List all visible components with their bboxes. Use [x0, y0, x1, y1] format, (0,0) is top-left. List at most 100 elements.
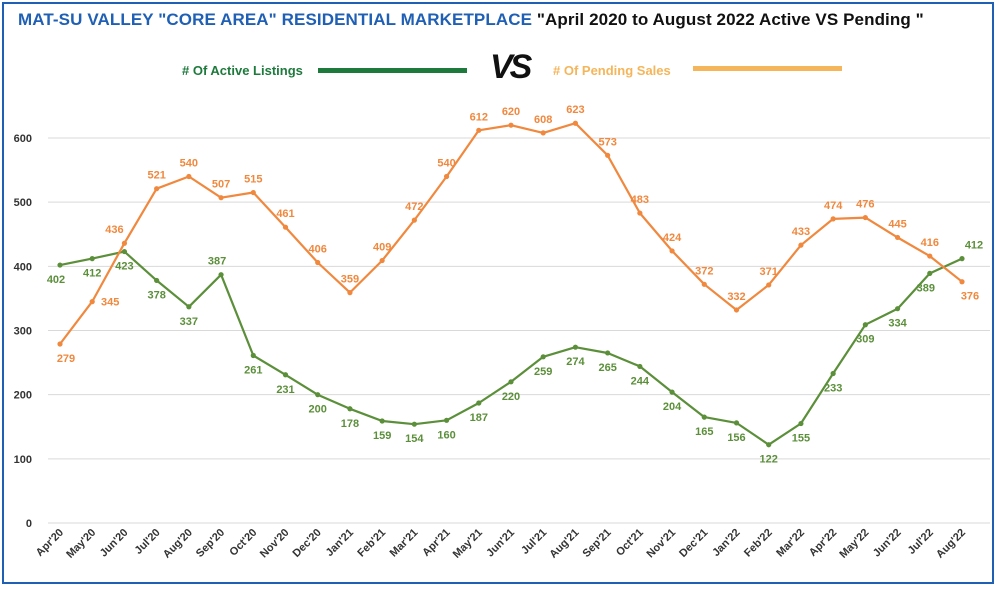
- x-tick-label: Apr'22: [807, 527, 839, 559]
- pending-data-label: 345: [101, 297, 119, 309]
- active-point: [89, 256, 95, 262]
- x-tick-label: Nov'21: [645, 527, 679, 561]
- pending-point: [798, 242, 804, 248]
- pending-point: [443, 173, 450, 180]
- active-point: [637, 363, 643, 370]
- x-tick-label: Jul'22: [906, 527, 936, 557]
- active-data-label: 387: [208, 256, 226, 268]
- y-tick-label: 500: [14, 197, 32, 209]
- active-data-label: 412: [83, 268, 101, 280]
- x-tick-label: Mar'21: [388, 527, 421, 560]
- pending-data-label: 436: [105, 224, 123, 236]
- active-data-label: 233: [824, 382, 842, 394]
- pending-data-label: 371: [760, 266, 778, 278]
- chart-title-main: MAT-SU VALLEY "CORE AREA" RESIDENTIAL MA…: [18, 10, 533, 29]
- active-point: [733, 420, 740, 426]
- active-data-label: 309: [856, 334, 874, 346]
- pending-data-label: 540: [437, 158, 455, 170]
- active-data-label: 200: [309, 404, 327, 416]
- active-data-label: 334: [888, 318, 907, 330]
- pending-data-label: 573: [598, 136, 616, 148]
- active-point: [121, 248, 128, 255]
- x-tick-label: Apr'20: [34, 527, 66, 559]
- x-tick-label: May'20: [64, 527, 98, 561]
- x-tick-label: Feb'22: [742, 527, 775, 560]
- active-point: [218, 272, 224, 278]
- pending-point: [57, 341, 63, 347]
- pending-data-label: 416: [921, 237, 939, 249]
- pending-point: [637, 210, 643, 216]
- vs-logo: VS: [490, 48, 532, 86]
- active-data-label: 402: [47, 274, 65, 286]
- y-tick-label: 100: [14, 454, 32, 466]
- pending-data-label: 483: [631, 194, 649, 206]
- x-tick-label: Jun'21: [484, 527, 517, 560]
- pending-data-label: 476: [856, 199, 874, 211]
- x-tick-label: Jun'22: [871, 527, 904, 560]
- pending-data-label: 612: [470, 111, 488, 123]
- active-data-label: 204: [663, 401, 682, 413]
- pending-data-label: 472: [405, 201, 423, 213]
- x-tick-label: Dec'21: [677, 527, 710, 560]
- active-point: [540, 354, 546, 360]
- x-tick-label: Sep'21: [581, 527, 614, 560]
- pending-data-label: 406: [309, 243, 327, 255]
- active-data-label: 274: [566, 356, 585, 368]
- pending-point: [89, 299, 95, 305]
- active-data-label: 337: [180, 316, 198, 328]
- legend-active-swatch: [318, 68, 467, 73]
- x-tick-label: Jul'20: [133, 527, 163, 557]
- pending-point: [282, 224, 289, 230]
- active-data-label: 155: [792, 433, 810, 445]
- chart-title-range: "April 2020 to August 2022 Active VS Pen…: [536, 10, 924, 29]
- pending-point: [218, 195, 224, 201]
- pending-data-label: 540: [180, 158, 198, 170]
- active-point: [250, 352, 256, 359]
- active-data-label: 154: [405, 433, 424, 445]
- pending-data-label: 474: [824, 200, 843, 212]
- pending-point: [379, 257, 385, 264]
- x-tick-label: Oct'21: [614, 527, 646, 559]
- pending-data-label: 620: [502, 106, 520, 118]
- y-tick-label: 400: [14, 261, 32, 273]
- active-data-label: 244: [631, 375, 650, 387]
- x-tick-label: Jul'21: [519, 527, 549, 557]
- x-tick-label: Aug'21: [547, 527, 581, 561]
- active-point: [443, 417, 450, 423]
- active-point: [701, 414, 707, 420]
- x-tick-label: Dec'20: [291, 527, 324, 560]
- active-data-label: 159: [373, 430, 391, 442]
- pending-data-label: 515: [244, 174, 262, 186]
- active-point: [347, 406, 353, 412]
- pending-data-label: 424: [663, 232, 682, 244]
- active-point: [57, 262, 63, 268]
- active-data-label: 220: [502, 391, 520, 403]
- active-data-label: 122: [760, 454, 778, 466]
- legend-active-label: # Of Active Listings: [182, 63, 303, 78]
- pending-data-label: 623: [566, 104, 584, 116]
- x-tick-label: Aug'22: [934, 527, 968, 561]
- y-tick-label: 0: [26, 518, 32, 530]
- pending-point: [766, 282, 772, 288]
- active-point: [476, 400, 482, 406]
- active-point: [411, 421, 417, 427]
- active-point: [508, 379, 514, 385]
- legend-pending-swatch: [693, 66, 842, 71]
- pending-data-label: 359: [341, 274, 359, 286]
- active-point: [669, 389, 675, 395]
- active-data-label: 231: [276, 384, 294, 396]
- active-point: [798, 420, 804, 427]
- pending-point: [701, 281, 707, 287]
- pending-data-label: 521: [147, 170, 165, 182]
- active-data-label: 389: [917, 282, 935, 294]
- active-point: [186, 304, 192, 310]
- x-tick-label: Feb'21: [355, 527, 388, 560]
- pending-point: [186, 173, 192, 180]
- active-point: [379, 418, 385, 424]
- y-tick-label: 200: [14, 390, 32, 402]
- x-tick-label: Oct'20: [227, 527, 259, 559]
- x-tick-label: Jan'21: [324, 527, 356, 559]
- active-point: [894, 306, 901, 312]
